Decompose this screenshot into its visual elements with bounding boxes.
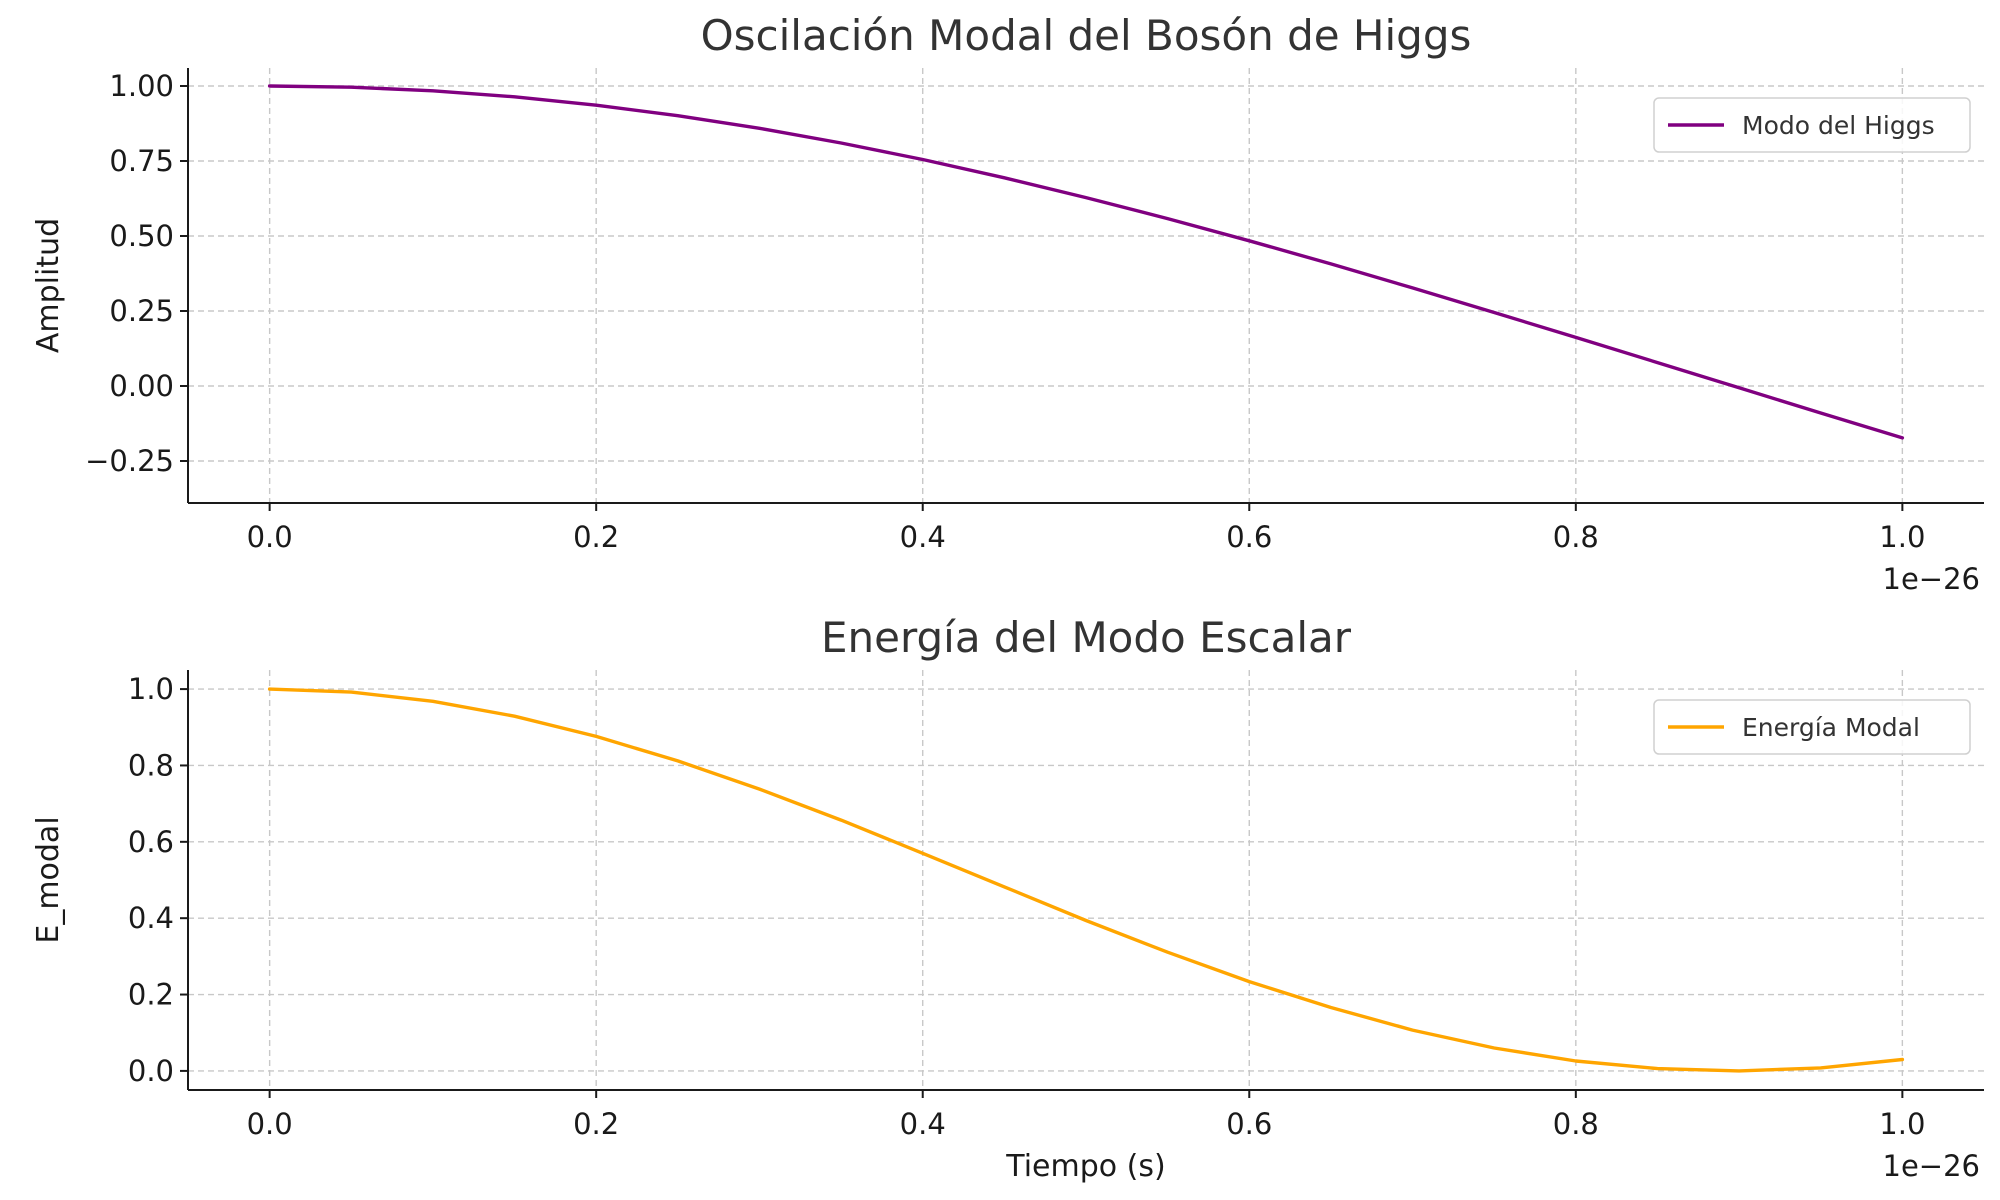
x-offset-label: 1e−26: [1883, 1149, 1981, 1183]
x-tick-label: 0.8: [1553, 520, 1599, 554]
legend-box: [1653, 699, 1971, 755]
series-line: [267, 687, 1905, 1073]
x-tick-label: 1.0: [1879, 1107, 1925, 1141]
x-tick-label: 0.2: [573, 520, 619, 554]
legend-label: Energía Modal: [1742, 713, 1920, 742]
y-tick-label: −0.25: [85, 444, 174, 478]
y-tick-label: 0.00: [109, 369, 174, 403]
chart-higgs-mode: 0.0 0.2 0.4 0.6 0.8 1.0 −0.25 0.00 0.25 0.50 0.75 1…: [31, 11, 1984, 596]
legend-box: [1653, 97, 1971, 153]
y-tick-label: 0.4: [128, 901, 174, 935]
series-line: [267, 84, 1905, 440]
x-tick-label: 0.4: [900, 1107, 946, 1141]
y-tick-label: 1.00: [109, 69, 174, 103]
x-tick-label: 0.4: [900, 520, 946, 554]
x-tick-label: 0.6: [1226, 1107, 1272, 1141]
chart-title: Energía del Modo Escalar: [821, 613, 1352, 662]
x-tick-label: 1.0: [1879, 520, 1925, 554]
y-tick-label: 0.6: [128, 825, 174, 859]
y-tick-label: 0.8: [128, 748, 174, 782]
y-tick-label: 1.0: [128, 672, 174, 706]
y-tick-label: 0.75: [109, 144, 174, 178]
legend-label: Modo del Higgs: [1742, 111, 1935, 140]
x-axis-label: Tiempo (s): [1005, 1149, 1165, 1184]
x-tick-label: 0.8: [1553, 1107, 1599, 1141]
y-axis-label: E_modal: [31, 816, 66, 943]
x-tick-label: 0.2: [573, 1107, 619, 1141]
x-tick-label: 0.6: [1226, 520, 1272, 554]
x-offset-label: 1e−26: [1883, 562, 1981, 596]
y-tick-label: 0.50: [109, 219, 174, 253]
chart-scalar-energy: 0.0 0.2 0.4 0.6 0.8 1.0 0.0 0.2 0.4 0.6 0.8 1.0 1e−2…: [31, 613, 1984, 1184]
y-tick-label: 0.25: [109, 294, 174, 328]
y-tick-label: 0.0: [128, 1054, 174, 1088]
x-tick-label: 0.0: [247, 1107, 293, 1141]
y-axis-label: Amplitud: [31, 218, 66, 353]
y-tick-label: 0.2: [128, 978, 174, 1012]
chart-title: Oscilación Modal del Bosón de Higgs: [701, 11, 1472, 60]
x-tick-label: 0.0: [247, 520, 293, 554]
